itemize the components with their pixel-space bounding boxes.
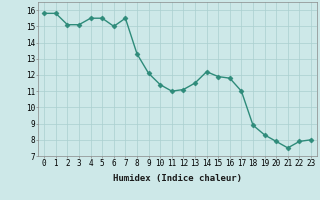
X-axis label: Humidex (Indice chaleur): Humidex (Indice chaleur) [113, 174, 242, 183]
